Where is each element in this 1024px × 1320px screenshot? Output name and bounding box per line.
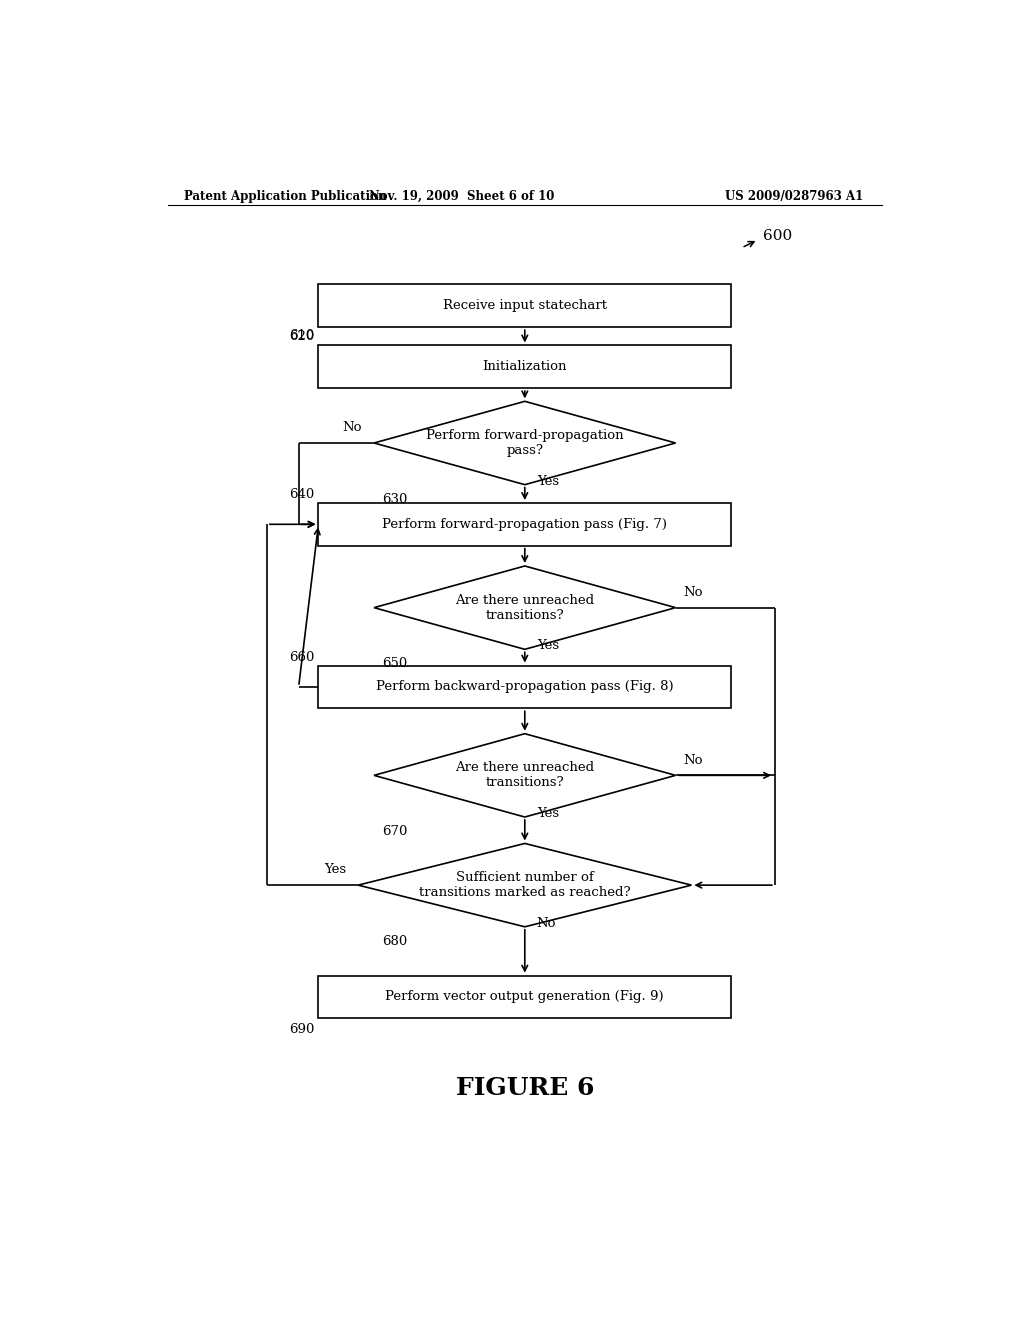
Text: Perform forward-propagation
pass?: Perform forward-propagation pass? xyxy=(426,429,624,457)
Text: 690: 690 xyxy=(289,1023,314,1036)
Text: Yes: Yes xyxy=(537,807,559,820)
Text: Initialization: Initialization xyxy=(482,360,567,374)
Text: 680: 680 xyxy=(382,935,408,948)
Text: Are there unreached
transitions?: Are there unreached transitions? xyxy=(456,762,594,789)
Text: Sufficient number of
transitions marked as reached?: Sufficient number of transitions marked … xyxy=(419,871,631,899)
Text: US 2009/0287963 A1: US 2009/0287963 A1 xyxy=(725,190,864,202)
Text: Perform forward-propagation pass (Fig. 7): Perform forward-propagation pass (Fig. 7… xyxy=(382,517,668,531)
FancyBboxPatch shape xyxy=(318,503,731,545)
FancyBboxPatch shape xyxy=(318,975,731,1018)
Text: Yes: Yes xyxy=(325,863,346,876)
Text: Patent Application Publication: Patent Application Publication xyxy=(183,190,386,202)
FancyBboxPatch shape xyxy=(318,665,731,709)
Text: 660: 660 xyxy=(289,651,314,664)
Text: Are there unreached
transitions?: Are there unreached transitions? xyxy=(456,594,594,622)
Text: No: No xyxy=(684,586,703,599)
Polygon shape xyxy=(374,734,676,817)
Text: Perform backward-propagation pass (Fig. 8): Perform backward-propagation pass (Fig. … xyxy=(376,680,674,693)
Polygon shape xyxy=(374,401,676,484)
Text: 640: 640 xyxy=(289,488,314,500)
Text: Yes: Yes xyxy=(537,639,559,652)
Text: 670: 670 xyxy=(382,825,408,838)
Polygon shape xyxy=(358,843,691,927)
Text: No: No xyxy=(684,754,703,767)
Text: 600: 600 xyxy=(763,228,793,243)
FancyBboxPatch shape xyxy=(318,346,731,388)
Text: 650: 650 xyxy=(382,657,408,671)
Text: 620: 620 xyxy=(289,330,314,343)
FancyBboxPatch shape xyxy=(318,284,731,327)
Text: Yes: Yes xyxy=(537,474,559,487)
Text: Perform vector output generation (Fig. 9): Perform vector output generation (Fig. 9… xyxy=(385,990,665,1003)
Text: Nov. 19, 2009  Sheet 6 of 10: Nov. 19, 2009 Sheet 6 of 10 xyxy=(369,190,554,202)
Text: FIGURE 6: FIGURE 6 xyxy=(456,1076,594,1101)
Polygon shape xyxy=(374,566,676,649)
Text: No: No xyxy=(537,916,556,929)
Text: Receive input statechart: Receive input statechart xyxy=(442,300,607,313)
Text: 610: 610 xyxy=(289,329,314,342)
Text: No: No xyxy=(343,421,362,434)
Text: 630: 630 xyxy=(382,492,408,506)
